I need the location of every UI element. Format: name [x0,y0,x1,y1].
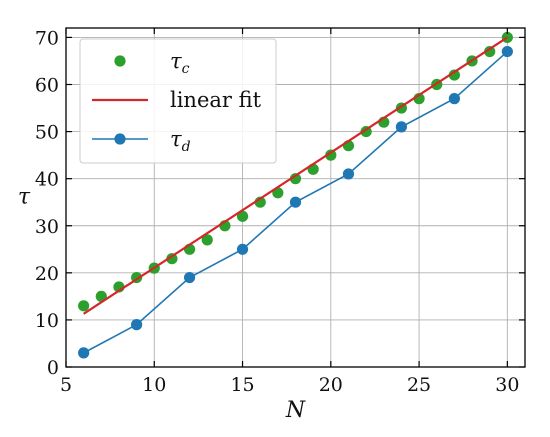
legend-label-base: τ [170,49,182,73]
data-point [289,173,302,185]
data-point [183,271,196,284]
x-tick-label: 30 [495,374,519,396]
legend-label-subscript: d [182,139,191,155]
legend-label: linear fit [170,88,262,112]
data-point [289,196,302,208]
data-point [236,243,249,255]
data-point [236,210,249,222]
y-tick-label: 40 [35,169,59,191]
y-tick-label: 50 [35,122,59,144]
y-tick-label: 0 [47,357,59,379]
plot-frame [65,27,526,368]
legend-box [79,38,277,164]
legend-entry: linear fit [92,88,262,112]
data-point [484,45,496,58]
data-point [342,168,355,180]
data-point [448,69,460,81]
legend-label-subscript: c [182,61,190,77]
x-axis-title: N [285,398,306,423]
x-tick-label: 15 [230,374,254,396]
legend-label: τd [170,127,191,155]
data-point [131,319,143,331]
series-layer [78,31,513,359]
data-point [78,347,90,359]
y-axis-title: τ [18,185,31,210]
y-tick-label: 20 [35,263,59,285]
legend-label-base: τ [170,127,182,151]
data-point [78,300,90,312]
x-tick-label: 25 [407,374,431,396]
series-line [83,36,508,315]
legend-marker [114,133,126,145]
data-point [501,45,513,58]
data-point [448,93,460,105]
legend-entry: τc [114,49,190,77]
y-tick-label: 30 [35,216,59,238]
legend-marker [114,55,126,67]
y-tick-label: 10 [35,310,59,332]
x-tick-label: 10 [142,374,166,396]
data-point [166,253,178,265]
series-τd [78,45,513,359]
series-linear-fit [83,36,508,315]
x-tick-label: 5 [60,374,72,396]
ticks [65,28,525,368]
data-point [325,149,337,161]
legend-entry: τd [92,127,191,155]
tick-labels: 5 10 15 20 25 30 0 10 20 30 40 50 60 70 [35,27,520,396]
legend-label: τc [170,49,190,77]
y-tick-label: 70 [35,27,59,49]
data-point [201,234,213,246]
data-point [395,121,408,133]
x-tick-label: 20 [319,374,343,396]
y-tick-label: 60 [35,75,59,97]
